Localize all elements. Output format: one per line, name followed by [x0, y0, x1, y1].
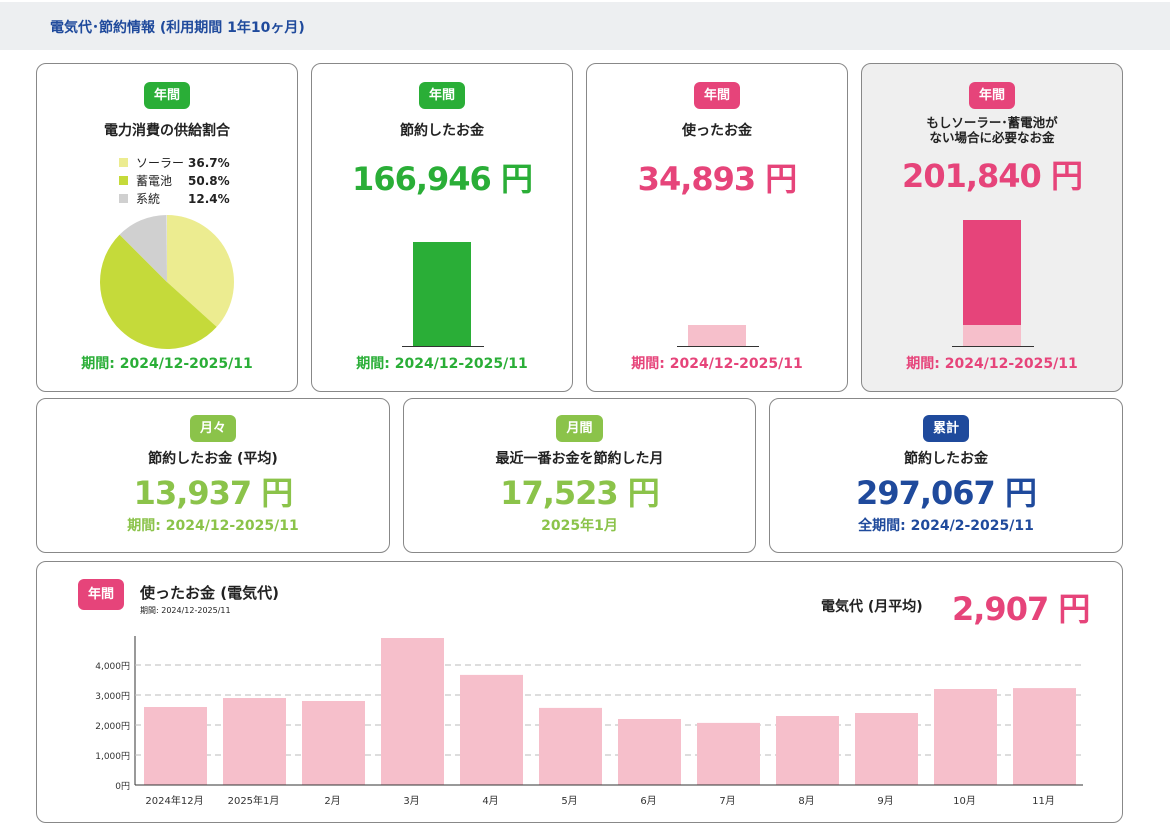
period-label: 全期間: 2024/2-2025/11 [858, 518, 1034, 534]
bar [1013, 688, 1076, 785]
legend-swatch [119, 194, 128, 203]
card-title: 節約したお金 [400, 123, 484, 139]
chart-period: 期間: 2024/12-2025/11 [140, 606, 231, 615]
amount: 13,937 円 [133, 474, 294, 512]
badge: 累計 [922, 415, 969, 442]
amount: 17,523 円 [500, 474, 660, 512]
legend-label: ソーラー [136, 156, 185, 170]
monthly-average-card: 月々 節約したお金 (平均) 13,937 円 期間: 2024/12-2025… [36, 398, 390, 553]
x-tick-label: 8月 [798, 795, 814, 807]
x-tick-label: 2025年1月 [228, 794, 280, 807]
used-money-card: 年間 使ったお金 34,893 円 期間: 2024/12-2025/11 [586, 63, 848, 392]
legend-value: 12.4% [188, 192, 230, 206]
avg-label: 電気代 (月平均) [821, 599, 923, 615]
bar [855, 713, 918, 785]
bar [539, 707, 602, 785]
period-label: 2025年1月 [541, 518, 618, 534]
used-portion-bar [963, 325, 1021, 347]
best-month-card: 月間 最近一番お金を節約した月 17,523 円 2025年1月 [403, 398, 756, 553]
x-tick-label: 9月 [877, 795, 893, 807]
y-tick-label: 3,000円 [95, 691, 130, 702]
pie-slice [119, 215, 167, 282]
legend-swatch [119, 176, 128, 185]
card-title: 電力消費の供給割合 [104, 123, 230, 139]
legend-value: 50.8% [188, 174, 230, 188]
period-label: 期間: 2024/12-2025/11 [906, 356, 1078, 372]
avg-value: 2,907 円 [952, 590, 1090, 628]
bar [381, 638, 444, 785]
badge: 年間 [418, 82, 465, 109]
pie-slice [99, 234, 217, 349]
period-label: 期間: 2024/12-2025/11 [356, 356, 528, 372]
amount: 34,893 円 [637, 160, 798, 198]
electricity-cost-card: 年間 使ったお金 (電気代) 期間: 2024/12-2025/11 電気代 (… [36, 561, 1123, 823]
cumulative-card: 累計 節約したお金 297,067 円 全期間: 2024/2-2025/11 [769, 398, 1123, 553]
card-title-line1: もしソーラー･蓄電池が [926, 115, 1058, 130]
bar [144, 707, 207, 785]
amount: 166,946 円 [352, 160, 533, 198]
badge: 年間 [143, 82, 190, 109]
x-tick-label: 2月 [324, 795, 340, 807]
x-tick-label: 4月 [482, 795, 498, 807]
without-solar-card: 年間 もしソーラー･蓄電池が ない場合に必要なお金 201,840 円 期間: … [861, 63, 1123, 392]
card-title: 節約したお金 [904, 451, 988, 467]
card-title: 節約したお金 (平均) [148, 451, 278, 467]
supply-ratio-card: 年間 電力消費の供給割合 ソーラー 36.7% 蓄電池 50.8% 系統 12.4% … [36, 63, 298, 392]
bar [223, 698, 286, 785]
legend-value: 36.7% [188, 156, 230, 170]
bar [460, 674, 523, 785]
badge: 年間 [693, 82, 740, 109]
badge: 年間 [968, 82, 1015, 109]
badge: 年間 [78, 579, 125, 610]
card-title: 最近一番お金を節約した月 [495, 451, 664, 467]
x-tick-label: 5月 [561, 795, 577, 807]
legend-label: 蓄電池 [136, 174, 173, 188]
y-tick-label: 4,000円 [95, 661, 130, 672]
legend-swatch [119, 158, 128, 167]
chart-title: 使ったお金 (電気代) [140, 584, 279, 602]
y-tick-label: 2,000円 [95, 721, 130, 732]
bar [618, 719, 681, 785]
x-tick-label: 11月 [1032, 795, 1055, 807]
card-title: 使ったお金 [682, 123, 752, 139]
y-tick-label: 0円 [115, 781, 130, 792]
monthly-bar-chart: 0円 1,000円 2,000円 3,000円 4,000円 2024年12月 2025年1… [95, 636, 1083, 807]
x-tick-label: 6月 [640, 795, 656, 807]
badge: 月間 [556, 415, 603, 442]
badge: 月々 [189, 415, 236, 442]
pie-slice [167, 215, 234, 327]
bar [697, 722, 760, 785]
x-tick-label: 3月 [403, 795, 419, 807]
period-label: 期間: 2024/12-2025/11 [81, 356, 253, 372]
x-tick-label: 2024年12月 [145, 794, 203, 807]
saved-bar [413, 241, 471, 347]
supply-pie-chart [99, 215, 234, 349]
saved-money-card: 年間 節約したお金 166,946 円 期間: 2024/12-2025/11 [311, 63, 573, 392]
y-tick-label: 1,000円 [95, 751, 130, 762]
used-bar [688, 325, 746, 347]
x-tick-label: 7月 [719, 795, 735, 807]
amount: 297,067 円 [856, 474, 1037, 512]
amount: 201,840 円 [902, 157, 1083, 195]
bar [302, 701, 365, 785]
pie-legend: ソーラー 36.7% 蓄電池 50.8% 系統 12.4% [119, 154, 230, 208]
page-header: 電気代･節約情報 (利用期間 1年10ヶ月) [0, 2, 1170, 50]
bar [776, 716, 839, 785]
period-label: 期間: 2024/12-2025/11 [631, 356, 803, 372]
x-tick-label: 10月 [953, 795, 976, 807]
period-label: 期間: 2024/12-2025/11 [127, 518, 299, 534]
legend-label: 系統 [136, 192, 161, 206]
card-title-line2: ない場合に必要なお金 [929, 130, 1055, 145]
bar [934, 689, 997, 785]
